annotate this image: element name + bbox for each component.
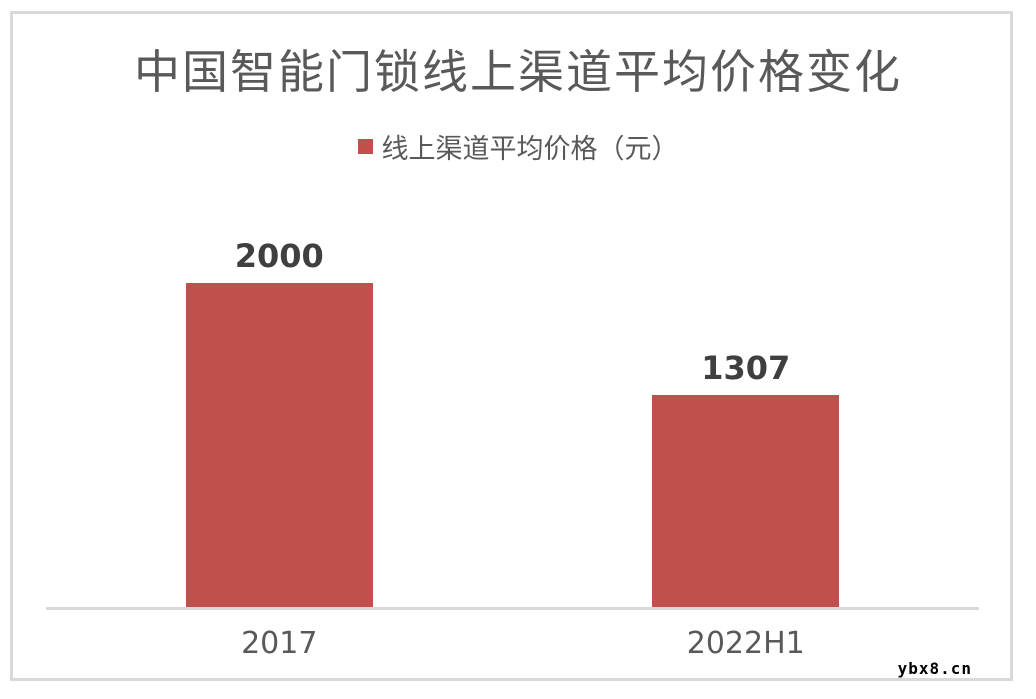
- x-axis-tick-label-2017: 2017: [241, 626, 318, 661]
- x-axis-line: [46, 607, 979, 610]
- x-axis-tick-label-2022H1: 2022H1: [686, 626, 805, 661]
- legend-marker-square-icon: [357, 139, 373, 154]
- legend-series-label: 线上渠道平均价格（元）: [381, 134, 679, 165]
- data-label-2017: 2000: [234, 237, 324, 275]
- chart-title: 中国智能门锁线上渠道平均价格变化: [134, 45, 902, 99]
- data-label-2022H1: 1307: [701, 349, 791, 387]
- bar-2022H1: [652, 395, 840, 607]
- legend: 线上渠道平均价格（元）: [0, 127, 1036, 166]
- watermark: ybx8.cn: [897, 659, 972, 678]
- chart-border-frame: [10, 11, 1013, 681]
- bar-2017: [185, 283, 373, 607]
